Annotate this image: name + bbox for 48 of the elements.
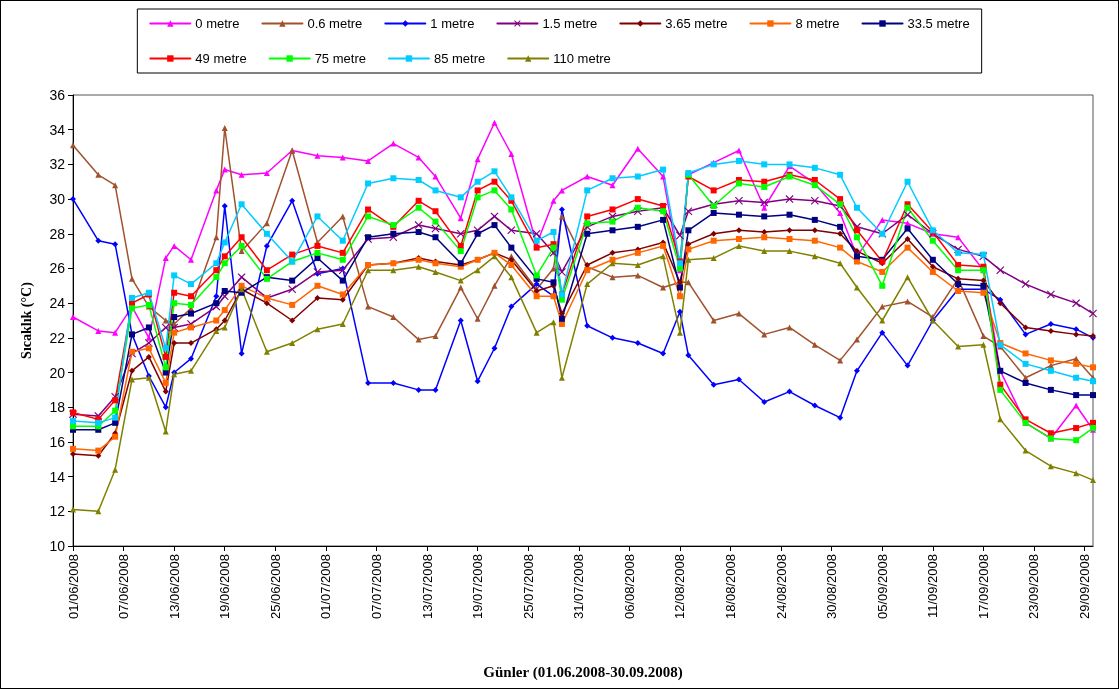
x-tick-label: 25/07/2008 [520, 554, 536, 620]
x-tick-label: 01/07/2008 [318, 554, 334, 620]
legend-label: 0.6 metre [307, 16, 363, 31]
y-tick-label: 24 [49, 295, 66, 312]
legend-label: 1.5 metre [542, 16, 598, 31]
x-tick-label: 07/06/2008 [116, 554, 132, 620]
y-tick-label: 28 [49, 225, 66, 242]
x-tick-label: 01/06/2008 [65, 554, 81, 620]
y-tick-label: 22 [49, 329, 66, 346]
x-tick-label: 25/06/2008 [267, 554, 283, 620]
x-tick-label: 11/09/2008 [925, 554, 941, 619]
x-tick-label: 24/08/2008 [773, 554, 789, 620]
y-tick-label: 20 [49, 364, 66, 381]
x-tick-label: 31/07/2008 [571, 554, 587, 620]
x-tick-label: 06/08/2008 [621, 554, 637, 620]
legend-label: 1 metre [430, 16, 475, 31]
y-axis-title: Sıcaklık (°C) [18, 281, 35, 359]
legend-label: 49 metre [195, 51, 247, 66]
x-axis-title: Günler (01.06.2008-30.09.2008) [483, 663, 683, 681]
legend-label: 110 metre [553, 51, 611, 66]
x-tick-label: 18/08/2008 [723, 554, 739, 620]
legend-label: 85 metre [433, 51, 486, 66]
y-tick-label: 10 [49, 538, 66, 554]
x-tick-label: 19/07/2008 [470, 554, 486, 620]
legend-label: 8 metre [795, 16, 840, 31]
x-tick-label: 29/09/2008 [1077, 554, 1093, 620]
y-tick-label: 18 [49, 399, 66, 416]
x-tick-label: 13/07/2008 [419, 554, 435, 620]
y-tick-label: 14 [49, 468, 66, 485]
legend-label: 75 metre [314, 51, 366, 66]
y-tick-label: 26 [49, 260, 66, 277]
y-tick-label: 34 [49, 121, 66, 138]
legend-label: 0 metre [195, 16, 240, 31]
x-tick-label: 23/09/2008 [1026, 554, 1042, 620]
x-tick-label: 17/09/2008 [975, 554, 991, 620]
y-tick-label: 12 [49, 503, 66, 520]
legend-label: 3.65 metre [665, 16, 728, 31]
y-tick-label: 36 [49, 87, 66, 103]
x-tick-label: 05/09/2008 [874, 554, 890, 620]
x-tick-label: 07/07/2008 [368, 554, 384, 620]
legend-label: 33.5 metre [907, 16, 970, 31]
x-tick-label: 19/06/2008 [217, 554, 233, 620]
x-tick-label: 30/08/2008 [824, 554, 840, 620]
x-tick-label: 12/08/2008 [672, 554, 688, 620]
y-tick-label: 32 [49, 156, 66, 173]
y-tick-label: 30 [49, 191, 66, 208]
x-tick-label: 13/06/2008 [166, 554, 182, 620]
y-tick-label: 16 [49, 433, 66, 450]
